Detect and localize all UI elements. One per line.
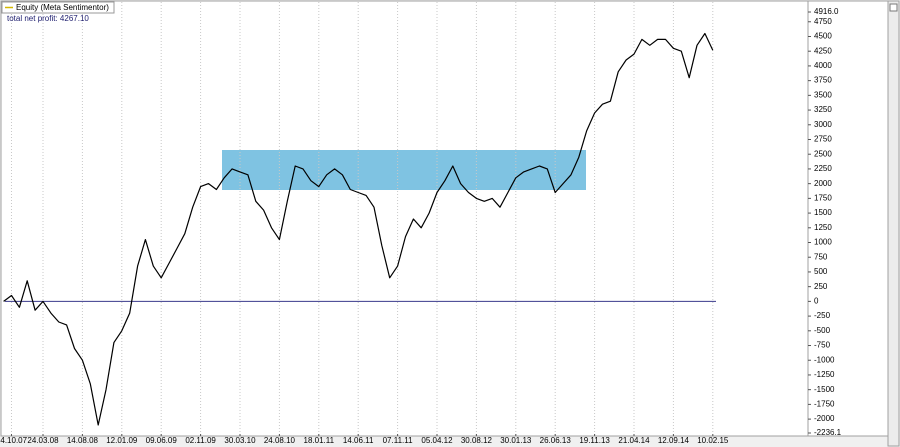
y-tick-label: -750 (814, 341, 831, 350)
y-tick-label: 4500 (814, 32, 832, 41)
x-tick-label: 10.02.15 (697, 436, 729, 445)
y-tick-label: 4000 (814, 61, 832, 70)
y-tick-label: 2500 (814, 149, 832, 158)
x-tick-label: 19.11.13 (579, 436, 610, 445)
y-tick-label: 3500 (814, 90, 832, 99)
x-tick-label: 02.11.09 (185, 436, 216, 445)
y-tick-label: 2250 (814, 164, 832, 173)
y-tick-label: 3000 (814, 120, 832, 129)
y-tick-label: 1250 (814, 223, 832, 232)
legend-label: Equity (Meta Sentimentor) (16, 3, 109, 12)
x-tick-label: 18.01.11 (304, 436, 335, 445)
y-tick-label: 3750 (814, 76, 832, 85)
y-tick-label: -1500 (814, 385, 835, 394)
y-tick-label: 1750 (814, 193, 832, 202)
y-tick-label: 2000 (814, 179, 832, 188)
annotation: total net profit: 4267.10 (7, 14, 89, 23)
x-tick-label: 05.04.12 (421, 436, 453, 445)
x-tick-label: 12.09.14 (658, 436, 690, 445)
y-tick-label: 1500 (814, 208, 832, 217)
x-tick-label: 24.10.07 (0, 436, 28, 445)
x-tick-label: 26.06.13 (540, 436, 572, 445)
x-tick-label: 07.11.11 (383, 436, 414, 445)
y-tick-label: -1000 (814, 355, 835, 364)
y-tick-label: 4750 (814, 17, 832, 26)
x-tick-label: 14.08.08 (67, 436, 99, 445)
y-tick-label: 3250 (814, 105, 832, 114)
y-tick-label: 0 (814, 296, 819, 305)
x-tick-label: 24.03.08 (27, 436, 59, 445)
y-tick-label: -1250 (814, 370, 835, 379)
y-tick-label: 250 (814, 282, 828, 291)
y-tick-label: -500 (814, 326, 831, 335)
y-tick-label: 4250 (814, 46, 832, 55)
window-button[interactable] (889, 3, 898, 12)
equity-line (3, 32, 714, 426)
y-tick-label: -2000 (814, 414, 835, 423)
value-axis-area (807, 0, 889, 437)
x-tick-label: 30.03.10 (224, 436, 256, 445)
x-tick-label: 30.08.12 (461, 436, 493, 445)
x-tick-label: 12.01.09 (106, 436, 138, 445)
legend-box (1, 1, 115, 14)
y-tick-label: -1750 (814, 399, 835, 408)
x-tick-label: 14.06.11 (343, 436, 374, 445)
y-tick-label: 750 (814, 252, 828, 261)
y-tick-label: 4916.0 (814, 7, 839, 16)
y-tick-label: -250 (814, 311, 831, 320)
x-tick-label: 30.01.13 (500, 436, 532, 445)
y-tick-label: -2236.1 (814, 428, 842, 437)
x-tick-label: 09.06.09 (146, 436, 178, 445)
plot (3, 2, 714, 435)
y-tick-label: 2750 (814, 135, 832, 144)
y-tick-label: 1000 (814, 238, 832, 247)
side-panel[interactable] (887, 0, 900, 447)
highlight-box (222, 150, 586, 190)
x-tick-label: 24.08.10 (264, 436, 296, 445)
x-tick-label: 21.04.14 (618, 436, 650, 445)
y-tick-label: 500 (814, 267, 828, 276)
